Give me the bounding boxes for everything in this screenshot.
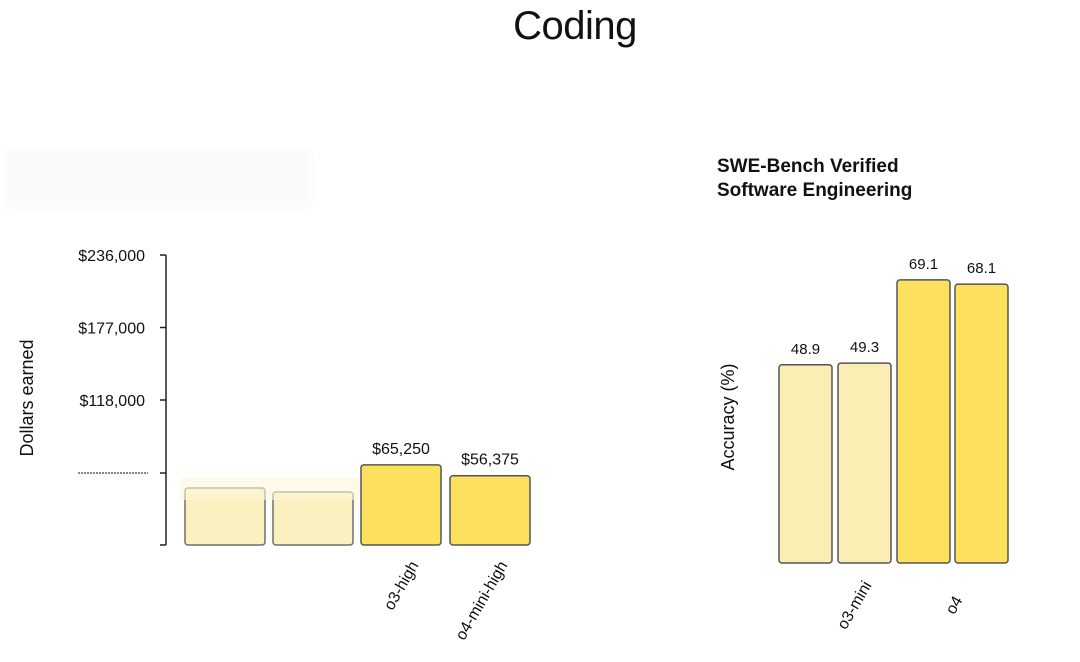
chart-subtitle: Software Engineering <box>717 180 913 201</box>
bar <box>954 283 1009 564</box>
redacted-region <box>6 150 312 208</box>
y-tick-label: $236,000 <box>78 248 145 265</box>
y-tick-label: $118,000 <box>79 393 145 410</box>
y-axis-label: Accuracy (%) <box>718 363 738 470</box>
bar <box>896 279 951 564</box>
bar-data-label: 49.3 <box>850 339 879 356</box>
dollars-earned-chart: $118,000 $177,000 $236,000 Dollars earned $6… <box>17 248 531 643</box>
bar <box>449 474 531 546</box>
bar-data-label: $65,250 <box>372 441 430 458</box>
bar <box>778 364 833 564</box>
redacted-region <box>180 478 360 500</box>
bar-data-label: 48.9 <box>791 341 820 358</box>
bar-group <box>449 474 531 546</box>
bar <box>837 362 892 564</box>
bar-data-label: 69.1 <box>909 256 938 273</box>
x-tick-label: o3-mini <box>835 579 876 633</box>
bar-group <box>360 464 442 546</box>
y-tick-label: $177,000 <box>78 321 145 338</box>
x-tick-label: o4 <box>943 593 967 617</box>
chart-title: SWE-Bench Verified <box>717 156 899 177</box>
page-title: Coding <box>513 4 637 48</box>
bar <box>360 464 442 546</box>
bar-data-label: $56,375 <box>461 452 519 469</box>
bar-data-label: 68.1 <box>967 260 996 277</box>
y-axis-label: Dollars earned <box>17 339 37 456</box>
